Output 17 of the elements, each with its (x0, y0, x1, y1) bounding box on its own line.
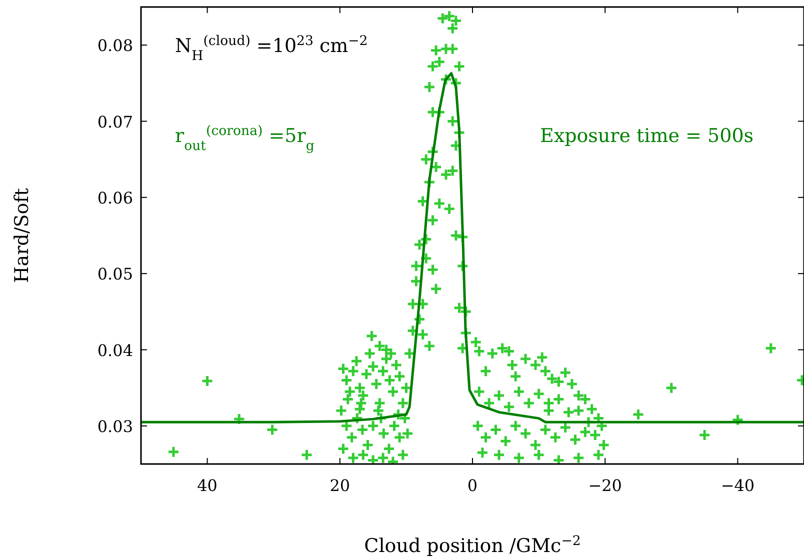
y-axis-title: Hard/Soft (11, 188, 33, 283)
annotation: N$_{H}$$^{(cloud)}$ =10$^{23}$ cm$^{−2}$ (175, 34, 368, 64)
y-tick-label: 0.03 (97, 416, 133, 436)
x-tick-label: −40 (720, 476, 755, 495)
line-series (141, 72, 804, 424)
x-tick-label: 20 (330, 476, 350, 495)
annotation: r$_{out}$$^{(corona)}$ =5r$_{g}$ (175, 124, 315, 154)
y-tick-label: 0.06 (97, 188, 133, 208)
y-tick-label: 0.08 (97, 36, 133, 56)
annotation: Exposure time = 500s (540, 125, 754, 147)
x-axis-title: Cloud position /GMc$^{−2}$ (364, 534, 581, 557)
x-tick-label: −20 (588, 476, 622, 495)
x-tick-label: 40 (197, 476, 218, 495)
x-tick-label: 0 (467, 476, 478, 495)
y-tick-label: 0.05 (97, 264, 133, 284)
y-tick-label: 0.04 (97, 340, 133, 360)
y-tick-label: 0.07 (97, 112, 133, 132)
